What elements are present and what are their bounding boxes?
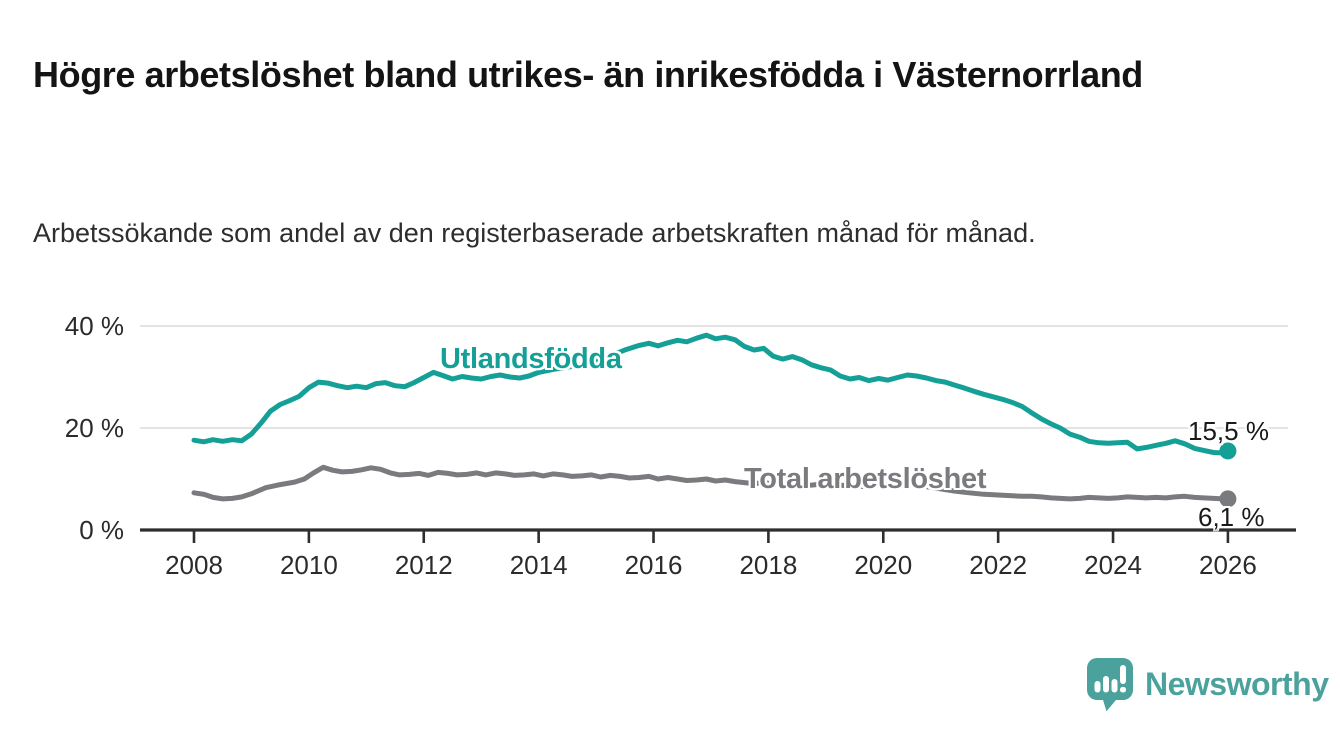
value-label-utlandsfodda: 15,5 % <box>1188 416 1269 446</box>
y-tick-label: 40 % <box>65 311 124 341</box>
x-tick-label: 2012 <box>395 550 453 580</box>
x-tick-label: 2024 <box>1084 550 1142 580</box>
newsworthy-logo-icon <box>1086 657 1134 712</box>
series-label-utlandsfodda: Utlandsfödda <box>440 343 622 375</box>
series-end-dot-1 <box>1219 490 1237 508</box>
x-tick-label: 2014 <box>510 550 568 580</box>
x-tick-label: 2022 <box>969 550 1027 580</box>
y-tick-label: 0 % <box>79 515 124 545</box>
value-label-total-arbetsloshet: 6,1 % <box>1198 502 1265 532</box>
series-end-dot-0 <box>1219 442 1237 460</box>
series-line-1 <box>191 464 1231 502</box>
newsworthy-logo: Newsworthy <box>1086 657 1329 712</box>
series-line-0 <box>191 332 1231 456</box>
x-tick-label: 2018 <box>739 550 797 580</box>
x-tick-label: 2026 <box>1199 550 1257 580</box>
y-tick-label: 20 % <box>65 413 124 443</box>
x-tick-label: 2008 <box>165 550 223 580</box>
x-tick-label: 2020 <box>854 550 912 580</box>
x-tick-label: 2016 <box>625 550 683 580</box>
series-label-total-arbetsloshet: Total arbetslöshet <box>744 463 987 495</box>
page-title: Högre arbetslöshet bland utrikes- än inr… <box>33 54 1143 96</box>
x-tick-label: 2010 <box>280 550 338 580</box>
newsworthy-logo-text: Newsworthy <box>1145 666 1329 702</box>
page-subtitle: Arbetssökande som andel av den registerb… <box>33 218 1036 248</box>
